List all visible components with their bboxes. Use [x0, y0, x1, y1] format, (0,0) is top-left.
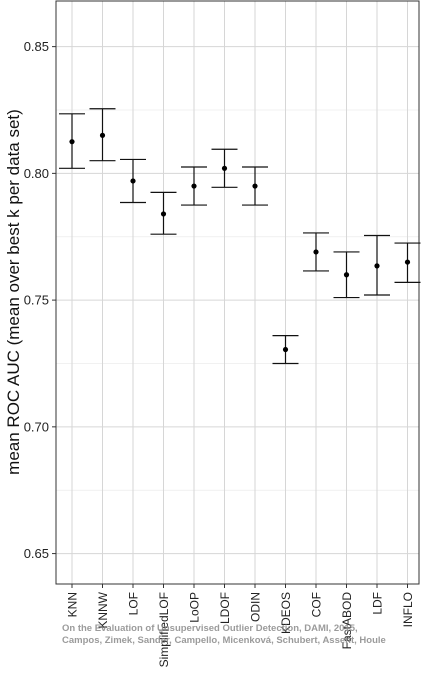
- citation-line-2: Campos, Zimek, Sander, Campello, Micenko…: [62, 635, 386, 646]
- x-tick-label: COF: [310, 592, 324, 617]
- x-tick-label: KNNW: [96, 591, 110, 628]
- x-tick-label: LDF: [371, 592, 385, 615]
- error-bar-cof: [303, 232, 329, 272]
- error-bar-loop: [181, 166, 207, 206]
- x-tick-label: FastABOD: [340, 592, 354, 650]
- y-tick-label: 0.70: [24, 419, 49, 434]
- y-tick-label: 0.80: [24, 166, 49, 181]
- mean-point: [99, 132, 106, 138]
- mean-point: [221, 165, 228, 171]
- citation-watermark: On the Evaluation of Unsupervised Outlie…: [62, 623, 386, 646]
- x-tick-label: KDEOS: [279, 592, 293, 634]
- error-bar-kdeos: [272, 334, 299, 365]
- mean-point: [282, 346, 289, 353]
- plot-area: [55, 0, 420, 585]
- x-tick-label: SimplifiedLOF: [157, 592, 171, 667]
- error-bar-ldof: [211, 148, 238, 188]
- mean-point: [191, 183, 197, 189]
- error-bar-simplifiedlof: [150, 191, 177, 235]
- error-bar-inflo: [394, 242, 421, 283]
- error-bar-odin: [242, 166, 268, 206]
- x-axis: KNN KNNW LOF SimplifiedLOF LoOP LDOF ODIN KDEOS…: [66, 584, 415, 667]
- grid: [56, 1, 419, 584]
- mean-point: [374, 263, 380, 269]
- mean-point: [160, 211, 167, 217]
- error-bar-series: [59, 108, 421, 365]
- x-tick-label: LoOP: [188, 592, 202, 623]
- y-axis-label: mean ROC AUC (mean over best k per data …: [4, 109, 23, 475]
- y-tick-label: 0.75: [24, 293, 49, 308]
- mean-point: [252, 183, 258, 189]
- error-bar-ldf: [364, 234, 390, 296]
- y-tick-label: 0.85: [24, 39, 49, 54]
- mean-point: [130, 178, 136, 184]
- x-tick-label: KNN: [66, 592, 80, 617]
- y-tick-label: 0.65: [24, 546, 49, 561]
- citation-line-1: On the Evaluation of Unsupervised Outlie…: [62, 623, 358, 634]
- y-axis: 0.65 0.70 0.75 0.80 0.85: [24, 39, 56, 561]
- x-tick-label: LOF: [127, 592, 141, 615]
- mean-point: [313, 249, 319, 255]
- x-tick-label: ODIN: [249, 592, 263, 622]
- mean-point: [404, 259, 411, 265]
- mean-point: [69, 139, 75, 145]
- error-bar-knnw: [89, 108, 116, 162]
- error-bar-knn: [59, 113, 85, 169]
- error-bar-lof: [120, 158, 146, 204]
- error-bar-fastabod: [333, 251, 360, 299]
- mean-point: [343, 272, 350, 278]
- x-tick-label: LDOF: [218, 592, 232, 624]
- x-tick-label: INFLO: [401, 592, 415, 627]
